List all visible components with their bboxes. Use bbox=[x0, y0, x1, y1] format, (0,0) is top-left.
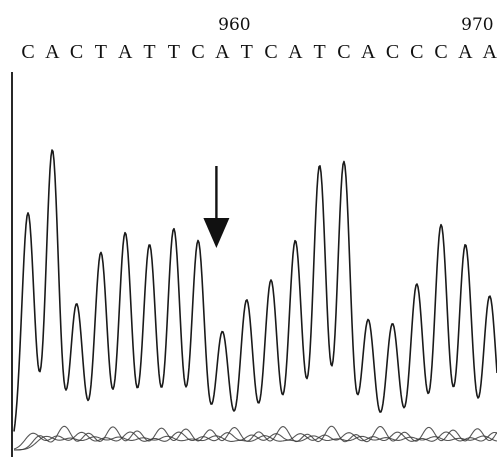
peak-trace bbox=[13, 149, 497, 432]
base-letter: A bbox=[45, 41, 60, 63]
down-arrow-icon bbox=[203, 166, 230, 248]
background-trace bbox=[14, 425, 497, 451]
position-tick-label: 960 bbox=[218, 15, 250, 35]
base-letter: T bbox=[95, 41, 107, 63]
background-trace bbox=[13, 431, 497, 450]
base-letter: C bbox=[434, 41, 447, 63]
base-letter: T bbox=[168, 41, 180, 63]
base-letter: A bbox=[118, 41, 133, 63]
base-letter: A bbox=[482, 41, 497, 63]
base-letter: C bbox=[410, 41, 423, 63]
background-trace bbox=[14, 435, 497, 451]
base-letter: C bbox=[21, 41, 34, 63]
mutation-marker bbox=[203, 166, 230, 248]
base-letter: T bbox=[143, 41, 155, 63]
main-trace bbox=[13, 149, 497, 432]
position-tick-layer: 960 970 bbox=[218, 15, 493, 35]
background-traces bbox=[13, 425, 497, 451]
position-tick-label: 970 bbox=[461, 15, 493, 35]
base-letter: A bbox=[215, 41, 230, 63]
base-letter: C bbox=[386, 41, 399, 63]
base-letter: T bbox=[313, 41, 325, 63]
base-letter: A bbox=[361, 41, 376, 63]
base-letter: C bbox=[337, 41, 350, 63]
base-letter: C bbox=[191, 41, 204, 63]
base-letter: C bbox=[264, 41, 277, 63]
base-letter: C bbox=[70, 41, 83, 63]
base-letter: T bbox=[241, 41, 253, 63]
base-letter: A bbox=[288, 41, 303, 63]
base-letter: A bbox=[458, 41, 473, 63]
